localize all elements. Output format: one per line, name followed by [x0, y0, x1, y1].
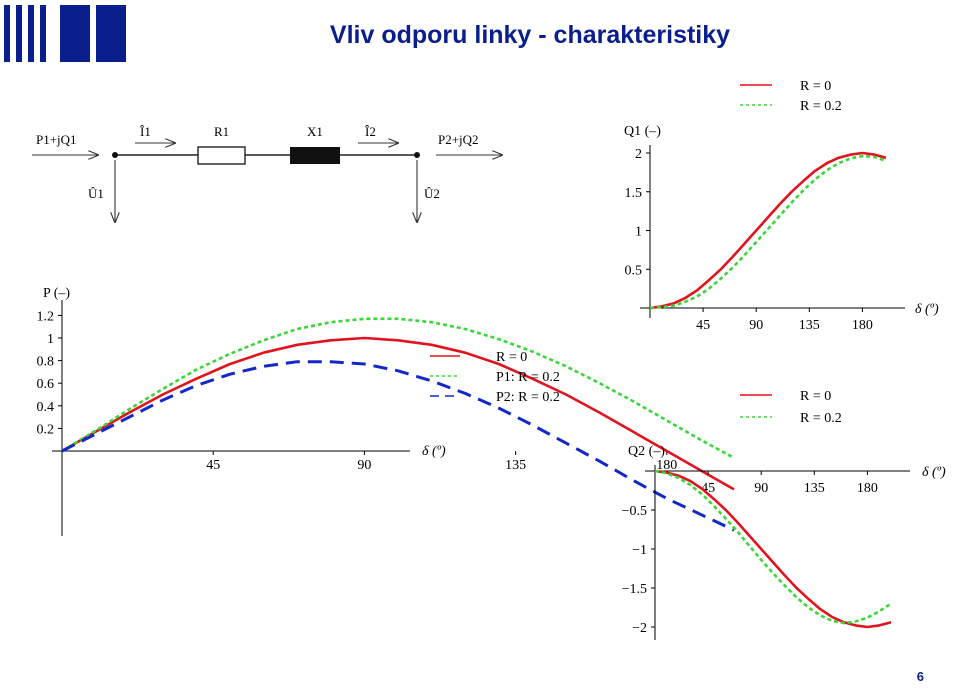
- y-tick-label: −2: [632, 621, 647, 636]
- label-i2: Î2: [365, 124, 376, 139]
- y-tick-label: 2: [635, 147, 642, 162]
- series-line-2: [654, 469, 892, 625]
- y-axis-label: Q1 (–): [624, 124, 661, 139]
- series-line-1: [654, 469, 892, 629]
- y-tick-label: 0.2: [37, 422, 55, 437]
- y-tick-label: 1: [635, 225, 642, 240]
- x-axis-label: δ (º): [915, 302, 939, 317]
- label-x1: X1: [307, 124, 323, 139]
- node-1: [112, 152, 118, 158]
- series-line-1: [61, 336, 735, 491]
- x-tick-label: 180: [852, 318, 873, 333]
- series-line-3: [61, 360, 735, 532]
- reactance-x1: [290, 147, 340, 164]
- x-axis-label: δ (º): [922, 465, 946, 480]
- legend-label-2: R = 0.2: [800, 99, 842, 114]
- label-u1: Û1: [88, 186, 104, 201]
- y-tick-label: 0.8: [37, 355, 55, 370]
- y-tick-label: 1.5: [625, 186, 643, 201]
- legend-label-3: P2: R = 0.2: [496, 390, 560, 405]
- label-s2: P2+jQ2: [438, 132, 479, 147]
- y-tick-label: −1.5: [622, 582, 647, 597]
- x-tick-label: 90: [754, 481, 768, 496]
- x-tick-label: 180: [656, 458, 677, 473]
- x-axis-label: δ (º): [422, 444, 446, 459]
- label-s1: P1+jQ1: [36, 132, 77, 147]
- legend-label-2: P1: R = 0.2: [496, 370, 560, 385]
- legend-label-2: R = 0.2: [800, 411, 842, 426]
- x-tick-label: 90: [749, 318, 763, 333]
- series-line-2: [649, 154, 887, 310]
- x-tick-label: 180: [857, 481, 878, 496]
- series-line-1: [649, 151, 887, 310]
- y-axis-label: Q2 (–): [628, 444, 665, 459]
- resistor-r1: [197, 146, 246, 165]
- y-tick-label: 0.6: [37, 377, 55, 392]
- x-tick-label: 90: [357, 458, 371, 473]
- label-i1: Î1: [140, 124, 151, 139]
- page-number: 6: [916, 669, 924, 684]
- legend-label-1: R = 0: [800, 79, 831, 94]
- x-tick-label: 135: [505, 458, 526, 473]
- y-tick-label: 1.2: [37, 309, 55, 324]
- slide-title: Vliv odporu linky - charakteristiky: [329, 21, 731, 49]
- node-2: [414, 152, 420, 158]
- label-r1: R1: [214, 124, 229, 139]
- y-tick-label: 0.4: [37, 400, 55, 415]
- y-tick-label: −1: [632, 543, 647, 558]
- x-tick-label: 135: [804, 481, 825, 496]
- y-tick-label: 1: [47, 332, 54, 347]
- x-tick-label: 135: [799, 318, 820, 333]
- legend-label-1: R = 0: [496, 350, 527, 365]
- y-axis-label: P (–): [43, 286, 70, 301]
- y-tick-label: −0.5: [622, 504, 647, 519]
- y-tick-label: 0.5: [625, 263, 643, 278]
- legend-label-1: R = 0: [800, 389, 831, 404]
- label-u2: Û2: [424, 186, 440, 201]
- x-tick-label: 45: [206, 458, 220, 473]
- series-line-2: [61, 317, 735, 459]
- logo-stripes: [4, 5, 126, 62]
- x-tick-label: 45: [696, 318, 710, 333]
